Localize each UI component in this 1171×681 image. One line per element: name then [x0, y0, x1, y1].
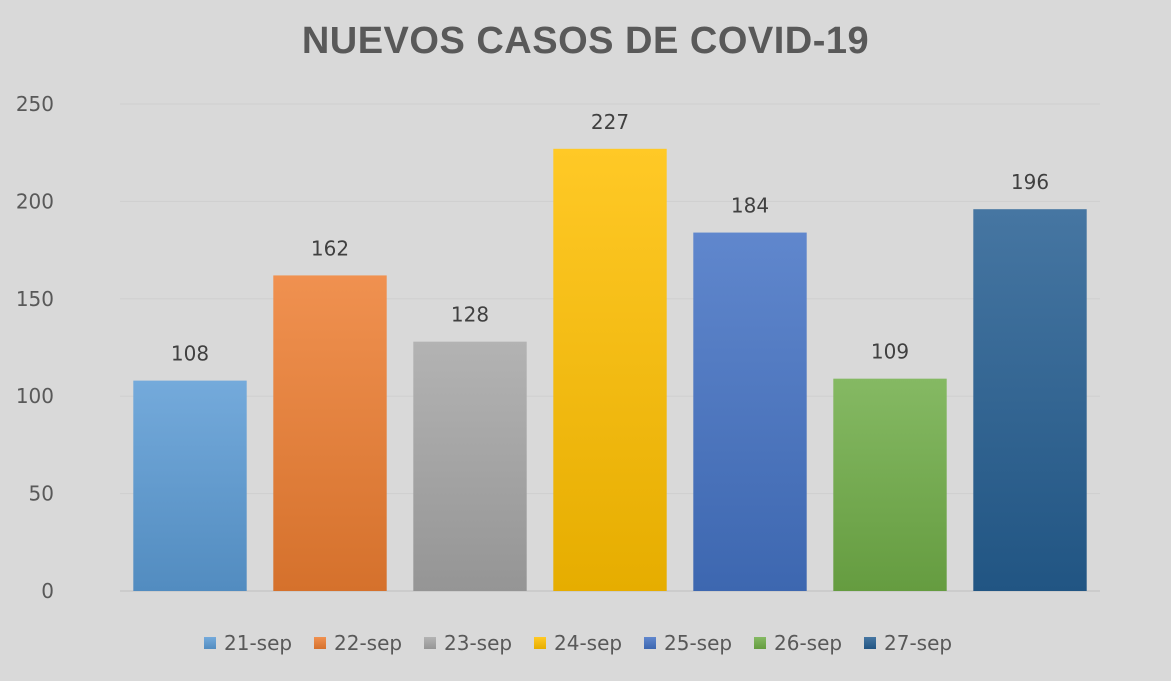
data-label: 227 [591, 110, 629, 134]
data-label: 162 [311, 236, 349, 260]
legend-swatch [424, 637, 436, 649]
legend-swatch [314, 637, 326, 649]
legend-swatch [534, 637, 546, 649]
y-tick-label: 0 [41, 579, 54, 603]
legend-item: 25-sep [644, 631, 732, 655]
legend-label: 25-sep [664, 631, 732, 655]
bar-27-sep [973, 209, 1087, 591]
data-label: 108 [171, 342, 209, 366]
y-axis-ticks: 0 50 100 150 200 250 [16, 92, 54, 603]
legend-label: 22-sep [334, 631, 402, 655]
legend-item: 21-sep [204, 631, 292, 655]
bar-21-sep [133, 380, 247, 591]
legend-label: 27-sep [884, 631, 952, 655]
chart-title: NUEVOS CASOS DE COVID-19 [301, 20, 870, 62]
bar-23-sep [413, 341, 527, 591]
bar-22-sep [273, 275, 387, 591]
legend-item: 27-sep [864, 631, 952, 655]
legend-label: 26-sep [774, 631, 842, 655]
legend-item: 22-sep [314, 631, 402, 655]
y-tick-label: 50 [29, 482, 54, 506]
y-tick-label: 250 [16, 92, 54, 116]
data-labels: 108 162 128 227 184 109 196 [171, 110, 1049, 366]
legend-label: 21-sep [224, 631, 292, 655]
data-label: 196 [1011, 170, 1049, 194]
bar-24-sep [553, 148, 667, 591]
legend-label: 24-sep [554, 631, 622, 655]
bars [133, 148, 1087, 591]
data-label: 109 [871, 340, 909, 364]
legend-swatch [864, 637, 876, 649]
y-tick-label: 200 [16, 189, 54, 213]
legend-label: 23-sep [444, 631, 512, 655]
legend-swatch [204, 637, 216, 649]
y-tick-label: 150 [16, 287, 54, 311]
legend-item: 26-sep [754, 631, 842, 655]
legend-item: 23-sep [424, 631, 512, 655]
legend-swatch [754, 637, 766, 649]
data-label: 184 [731, 194, 769, 218]
bar-25-sep [693, 232, 807, 591]
legend-item: 24-sep [534, 631, 622, 655]
y-tick-label: 100 [16, 384, 54, 408]
data-label: 128 [451, 303, 489, 327]
legend: 21-sep 22-sep 23-sep 24-sep 25-sep 26-sep 27-s… [204, 631, 952, 655]
legend-swatch [644, 637, 656, 649]
bar-26-sep [833, 378, 947, 591]
